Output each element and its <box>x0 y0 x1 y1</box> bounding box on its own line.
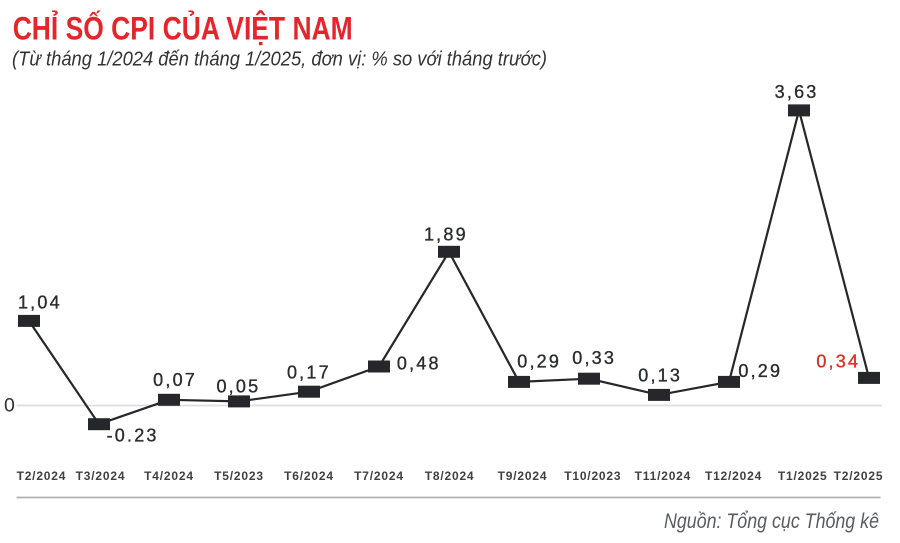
svg-text:0,48: 0,48 <box>397 354 441 374</box>
svg-text:0,05: 0,05 <box>216 376 260 396</box>
svg-text:T12/2024: T12/2024 <box>705 469 762 483</box>
svg-text:T2/2024: T2/2024 <box>17 469 67 483</box>
svg-text:T3/2024: T3/2024 <box>76 469 126 483</box>
svg-text:Nguồn: Tổng cục Thống kê: Nguồn: Tổng cục Thống kê <box>664 510 879 533</box>
svg-text:0: 0 <box>4 394 15 416</box>
svg-text:T11/2024: T11/2024 <box>635 469 691 483</box>
svg-text:T10/2023: T10/2023 <box>564 469 621 483</box>
svg-text:T6/2024: T6/2024 <box>284 469 334 483</box>
svg-text:CHỈ SỐ CPI CỦA VIỆT NAM: CHỈ SỐ CPI CỦA VIỆT NAM <box>13 11 353 47</box>
svg-text:0,29: 0,29 <box>517 352 561 372</box>
svg-text:3,63: 3,63 <box>775 82 819 102</box>
svg-text:0,13: 0,13 <box>638 365 682 385</box>
svg-text:T5/2023: T5/2023 <box>214 469 264 483</box>
svg-text:0,29: 0,29 <box>738 361 782 381</box>
svg-text:T9/2024: T9/2024 <box>498 469 548 483</box>
svg-text:T2/2025: T2/2025 <box>834 469 884 483</box>
svg-text:0,17: 0,17 <box>287 362 331 382</box>
svg-text:-0.23: -0.23 <box>107 426 159 446</box>
svg-text:0,33: 0,33 <box>572 348 616 368</box>
svg-text:1,89: 1,89 <box>424 224 468 244</box>
svg-text:T4/2024: T4/2024 <box>144 469 194 483</box>
svg-text:0,34: 0,34 <box>816 351 860 371</box>
svg-text:T7/2024: T7/2024 <box>354 469 404 483</box>
svg-text:1,04: 1,04 <box>18 293 62 313</box>
svg-text:(Từ tháng 1/2024 đến tháng 1/2: (Từ tháng 1/2024 đến tháng 1/2025, đơn v… <box>12 49 547 71</box>
svg-text:0,07: 0,07 <box>153 370 197 390</box>
svg-text:T1/2025: T1/2025 <box>778 469 828 483</box>
svg-text:T8/2024: T8/2024 <box>425 469 475 483</box>
